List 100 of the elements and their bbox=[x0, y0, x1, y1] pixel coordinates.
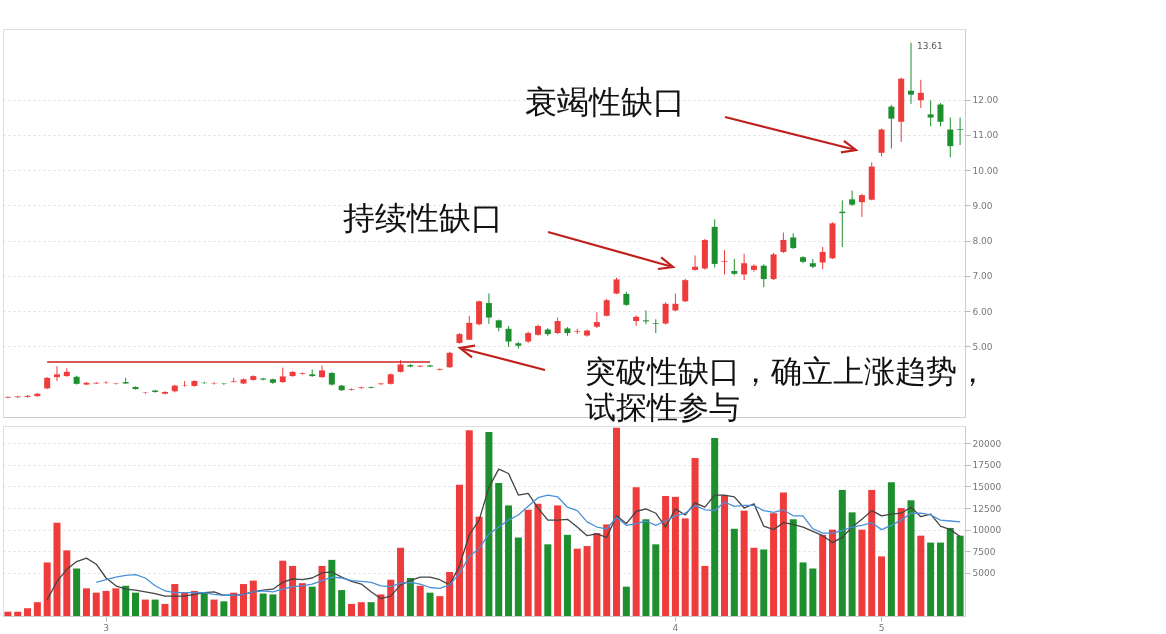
y-tick-label: 7500 bbox=[972, 546, 996, 557]
bar bbox=[936, 542, 944, 616]
candlestick bbox=[505, 325, 512, 348]
x-tick-label: 4 bbox=[672, 622, 679, 633]
bar bbox=[495, 483, 503, 616]
bar bbox=[63, 550, 71, 616]
y-tick-label: 10000 bbox=[972, 525, 1002, 536]
bar bbox=[593, 533, 601, 616]
y-tick-label: 8.00 bbox=[972, 236, 993, 247]
bar bbox=[92, 592, 100, 616]
bar bbox=[544, 544, 552, 616]
bar bbox=[446, 571, 454, 616]
y-tick-label: 9.00 bbox=[972, 200, 993, 211]
bar bbox=[14, 611, 22, 616]
bar bbox=[200, 592, 208, 616]
bar bbox=[249, 580, 257, 616]
candlestick bbox=[642, 309, 649, 325]
bar bbox=[770, 513, 778, 616]
x-tick-label: 3 bbox=[103, 622, 109, 633]
candlestick bbox=[485, 293, 492, 325]
bar bbox=[122, 585, 130, 616]
bar bbox=[819, 534, 827, 616]
bar bbox=[102, 590, 110, 616]
y-tick-label: 15000 bbox=[972, 481, 1002, 492]
bar bbox=[377, 594, 385, 616]
bar bbox=[112, 588, 120, 616]
bar bbox=[622, 586, 630, 616]
candlestick bbox=[741, 253, 748, 281]
bar bbox=[210, 599, 218, 616]
candlestick bbox=[927, 99, 934, 127]
bar bbox=[858, 529, 866, 616]
bar bbox=[868, 489, 876, 616]
bar bbox=[603, 524, 611, 616]
bar bbox=[318, 565, 326, 616]
bar bbox=[534, 503, 542, 616]
bar bbox=[328, 559, 336, 616]
bar bbox=[917, 535, 925, 616]
annotation: 持续性缺口 bbox=[343, 198, 503, 238]
bar bbox=[671, 496, 679, 616]
candlestick bbox=[937, 102, 944, 127]
bar bbox=[485, 432, 493, 616]
y-tick-label: 10.00 bbox=[972, 165, 999, 176]
bar bbox=[632, 487, 640, 616]
candlestick bbox=[260, 377, 267, 381]
bar bbox=[141, 599, 149, 616]
bar bbox=[357, 602, 365, 616]
candlestick bbox=[760, 263, 767, 288]
bar bbox=[642, 519, 650, 616]
candlestick bbox=[24, 394, 31, 399]
bar bbox=[809, 568, 817, 616]
annotation: 13.61 bbox=[917, 41, 943, 51]
bar bbox=[789, 519, 797, 616]
bar bbox=[406, 578, 414, 616]
candlestick bbox=[466, 315, 473, 341]
bar bbox=[397, 547, 405, 616]
bar bbox=[298, 583, 306, 616]
y-tick-label: 20000 bbox=[972, 438, 1002, 449]
bar bbox=[750, 547, 758, 616]
line-series bbox=[95, 494, 961, 596]
candlestick bbox=[368, 385, 375, 389]
bar bbox=[779, 492, 787, 616]
bar bbox=[927, 542, 935, 616]
candlestick bbox=[692, 254, 699, 272]
bar bbox=[711, 438, 719, 616]
candlestick bbox=[858, 193, 865, 218]
bar bbox=[740, 510, 748, 616]
bar bbox=[662, 495, 670, 616]
bar bbox=[838, 489, 846, 616]
y-tick-label: 12.00 bbox=[972, 95, 999, 106]
candlestick bbox=[53, 365, 60, 382]
y-tick-label: 7.00 bbox=[972, 271, 993, 282]
y-tick-label: 17500 bbox=[972, 460, 1002, 471]
bar bbox=[426, 592, 434, 616]
candlestick bbox=[721, 249, 728, 275]
bar bbox=[43, 562, 51, 616]
bar bbox=[367, 602, 375, 616]
bar bbox=[652, 544, 660, 616]
candlestick bbox=[947, 117, 954, 158]
candlestick bbox=[878, 127, 885, 157]
candlestick bbox=[112, 382, 119, 386]
bar bbox=[465, 430, 473, 616]
candlestick bbox=[750, 263, 757, 273]
y-tick-label: 5000 bbox=[972, 568, 996, 579]
bar bbox=[73, 568, 81, 616]
bar bbox=[455, 484, 463, 616]
candlestick bbox=[593, 311, 600, 329]
bar bbox=[730, 528, 738, 616]
annotation: 衰竭性缺口 bbox=[525, 82, 685, 122]
candlestick bbox=[662, 301, 669, 326]
bar bbox=[691, 457, 699, 616]
bar bbox=[583, 546, 591, 616]
bar bbox=[308, 586, 316, 616]
bar bbox=[171, 584, 179, 616]
bar bbox=[279, 560, 287, 616]
bar bbox=[563, 534, 571, 616]
bar bbox=[151, 599, 159, 616]
candlestick bbox=[682, 278, 689, 303]
bar bbox=[505, 505, 513, 616]
bar bbox=[721, 495, 728, 616]
candlestick bbox=[819, 246, 826, 270]
